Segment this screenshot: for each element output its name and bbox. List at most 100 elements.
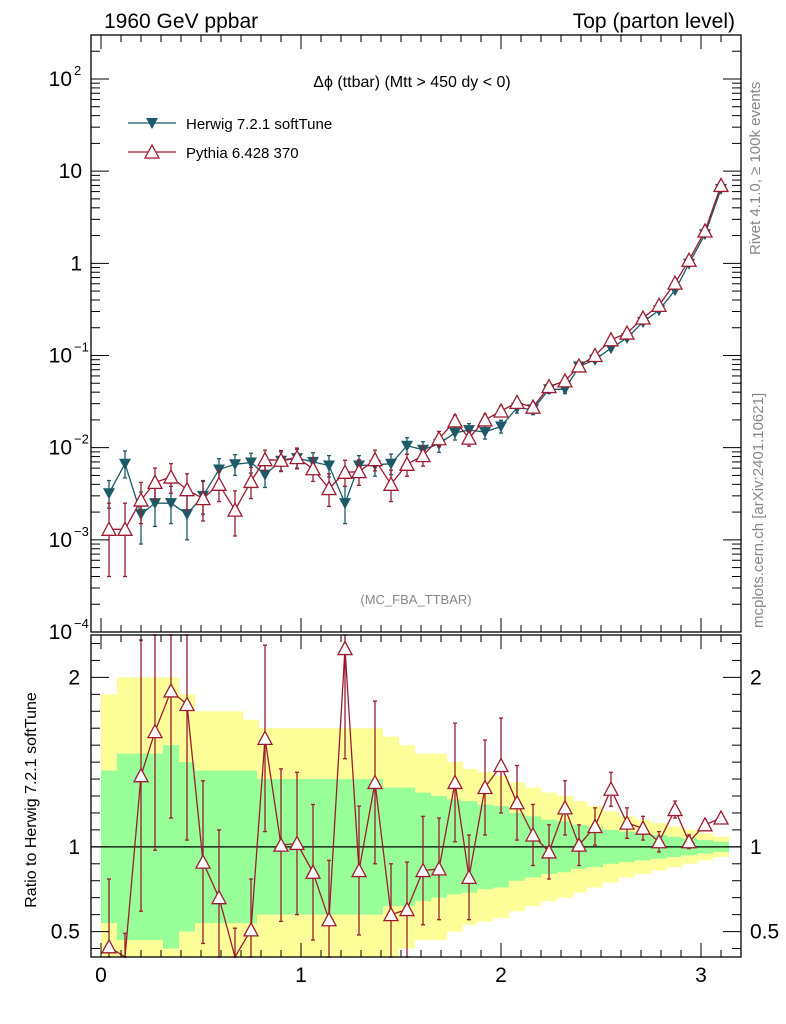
rivet-label: Rivet 4.1.0, ≥ 100k events [747,82,764,255]
ratio-point-pythia [162,682,180,698]
series-line-herwig [108,188,722,516]
ratio-point-pythia [194,853,212,869]
ratio-ytick-label-right: 2 [750,666,762,689]
ratio-point-pythia [650,833,668,849]
ratio-point-pythia [696,816,714,832]
ratio-line-pythia [108,648,722,959]
ratio-ytick-label: 0.5 [51,921,80,944]
data-point-pythia [634,309,652,325]
ratio-point-pythia [178,696,196,712]
data-point-pythia [666,274,684,290]
xtick-label: 0 [95,964,107,987]
data-point-pythia [460,429,478,445]
ratio-point-pythia [366,774,384,790]
data-point-pythia [194,490,212,506]
main-ytick-label: 10 [49,68,72,91]
data-point-pythia [146,474,164,490]
legend-marker-herwig [146,118,158,129]
ratio-point-pythia [446,774,464,790]
main-ytick-label: 1 [70,252,82,275]
ratio-point-pythia [602,780,620,796]
main-ytick-exponent: −1 [74,339,89,354]
data-point-herwig [449,427,461,439]
legend-entry-herwig: Herwig 7.2.1 softTune [128,116,332,133]
data-point-pythia [540,378,558,394]
data-point-pythia [288,449,306,465]
data-point-herwig [103,488,115,500]
legend: Herwig 7.2.1 softTune Pythia 6.428 370 [128,116,332,162]
ratio-point-pythia [272,836,290,852]
ratio-point-pythia [256,730,274,746]
ratio-point-pythia [100,938,118,954]
watermark-label: (MC_FBA_TTBAR) [360,592,471,607]
legend-label-herwig: Herwig 7.2.1 softTune [186,116,332,133]
data-point-pythia [492,402,510,418]
data-point-pythia [226,501,244,517]
ratio-point-pythia [618,814,636,830]
data-point-herwig [119,458,131,470]
chart-title: Δϕ (ttbar) (Mtt > 450 dy < 0) [313,74,511,91]
data-point-pythia [446,412,464,428]
data-point-pythia [570,357,588,373]
data-point-herwig [245,457,257,469]
ratio-point-pythia [634,819,652,835]
ratio-point-pythia [524,826,542,842]
ratio-point-pythia [414,862,432,878]
ratio-point-pythia [146,723,164,739]
legend-label-pythia: Pythia 6.428 370 [186,145,299,162]
data-point-pythia [650,296,668,312]
ratio-point-pythia [398,901,416,917]
ratio-point-pythia [666,801,684,817]
main-ytick-exponent: −4 [74,616,89,631]
data-point-pythia [116,520,134,536]
ratio-point-pythia [712,809,730,825]
ratio-ytick-label: 2 [68,666,80,689]
data-point-pythia [508,393,526,410]
ratio-point-pythia [430,860,448,876]
data-point-herwig [339,498,351,510]
data-point-pythia [320,480,338,496]
ratio-point-pythia [508,794,526,810]
data-point-herwig [323,460,335,472]
data-point-herwig [259,469,271,481]
data-point-pythia [242,473,260,489]
series-line-pythia [109,185,722,530]
data-point-herwig [229,459,241,471]
ratio-point-pythia [460,868,478,884]
ratio-point-pythia [476,779,494,795]
ratio-point-pythia [242,921,260,937]
ratio-ytick-label: 1 [68,836,80,859]
main-plot: Δϕ (ttbar) (Mtt > 450 dy < 0) (MC_FBA_TT… [49,34,742,644]
legend-entry-pythia: Pythia 6.428 370 [128,143,299,162]
ratio-point-pythia [382,906,400,922]
mcplots-label: mcplots.cern.ch [arXiv:2401.10621] [750,393,767,628]
data-point-pythia [398,455,416,471]
data-point-pythia [256,451,274,467]
data-point-pythia [430,430,448,446]
data-point-pythia [100,520,118,536]
ratio-frame [90,634,742,958]
process-label: Top (parton level) [573,10,735,33]
ratio-point-pythia [570,836,588,852]
ratio-point-pythia [556,799,574,815]
data-point-pythia [382,475,400,491]
data-point-pythia [602,331,620,347]
data-point-pythia [366,451,384,467]
xtick-label: 1 [295,964,307,987]
data-point-pythia [556,372,574,388]
ratio-point-pythia [350,862,368,878]
main-ytick-exponent: −3 [74,524,89,539]
data-point-herwig [401,440,413,452]
data-point-herwig [181,509,193,521]
ratio-plot: 0.5 0.5 1 1 2 2 0 1 2 3 [51,634,779,987]
xtick-label: 2 [495,964,507,987]
data-point-herwig [479,426,491,438]
ratio-point-pythia [288,835,306,851]
main-ytick-label: 10 [49,621,72,644]
ratio-point-pythia [304,863,322,879]
xtick-label: 3 [695,964,707,987]
data-point-pythia [696,222,714,238]
main-ytick-label: 10 [49,344,72,367]
ratio-point-pythia [586,818,604,834]
